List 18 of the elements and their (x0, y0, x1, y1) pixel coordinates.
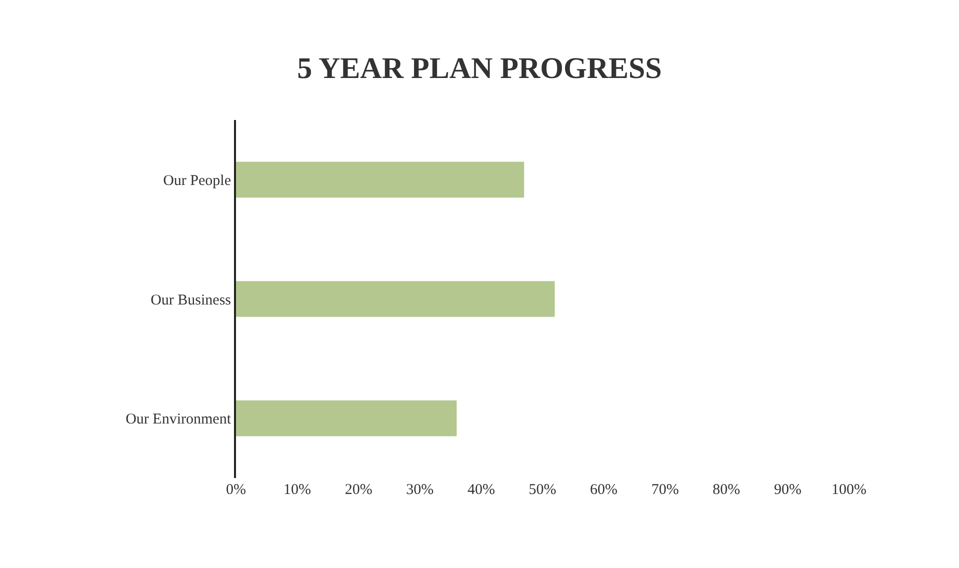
x-tick-label: 80% (712, 482, 740, 498)
y-tick-label: Our Business (150, 292, 232, 308)
x-tick-label: 40% (467, 482, 495, 498)
x-tick-label: 0% (226, 482, 246, 498)
x-tick-label: 100% (832, 482, 866, 498)
x-tick-label: 70% (651, 482, 679, 498)
y-tick-label: Our People (163, 172, 232, 189)
y-tick-label: Our Environment (126, 412, 232, 428)
bar (236, 400, 457, 436)
x-tick-label: 20% (344, 482, 372, 498)
x-tick-label: 30% (406, 482, 434, 498)
chart-title: 5 YEAR PLAN PROGRESS (297, 52, 662, 85)
bar (236, 162, 524, 198)
x-tick-label: 10% (284, 482, 312, 498)
x-tick-label: 60% (590, 482, 618, 498)
bar (236, 281, 555, 317)
x-tick-label: 90% (774, 482, 802, 498)
x-tick-label: 50% (528, 482, 556, 498)
